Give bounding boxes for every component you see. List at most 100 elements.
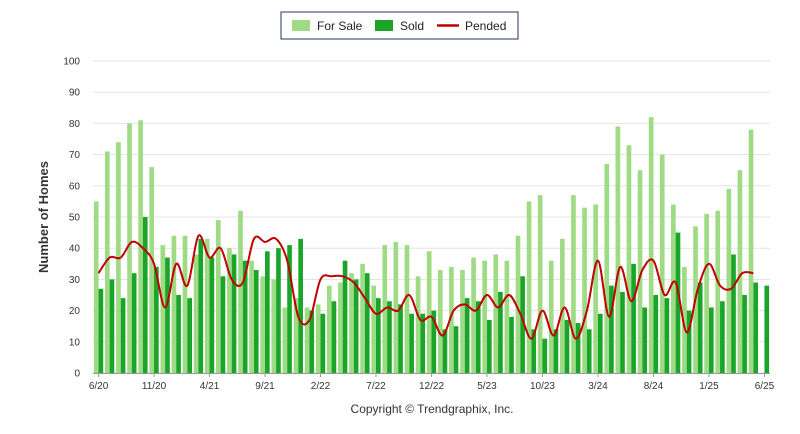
bar-for-sale bbox=[571, 195, 576, 373]
bar-sold bbox=[242, 260, 248, 373]
x-tick-label: 12/22 bbox=[419, 381, 444, 392]
bar-for-sale bbox=[393, 241, 399, 373]
legend-sold-swatch bbox=[375, 20, 393, 31]
y-axis-label: Number of Homes bbox=[36, 161, 51, 273]
bar-sold bbox=[742, 295, 747, 373]
bar-sold bbox=[764, 285, 770, 373]
bar-for-sale bbox=[93, 201, 99, 373]
bar-sold bbox=[353, 279, 359, 373]
bar-sold bbox=[609, 285, 614, 373]
bar-sold bbox=[331, 301, 337, 373]
bar-sold bbox=[320, 313, 326, 373]
x-tick-label: 1/25 bbox=[699, 381, 719, 392]
copyright-text: Copyright © Trendgraphix, Inc. bbox=[351, 402, 514, 416]
y-tick-label: 20 bbox=[69, 306, 81, 317]
x-tick-label: 9/21 bbox=[255, 381, 275, 392]
legend-for-sale-swatch bbox=[292, 20, 310, 31]
bar-sold bbox=[187, 298, 192, 373]
bar-sold bbox=[520, 276, 525, 373]
bar-sold bbox=[131, 273, 137, 373]
bar-for-sale bbox=[360, 263, 365, 373]
bar-sold bbox=[586, 329, 592, 373]
bar-sold bbox=[309, 310, 315, 373]
y-tick-label: 30 bbox=[69, 275, 81, 286]
bar-sold bbox=[753, 282, 759, 373]
bar-sold bbox=[664, 298, 670, 373]
bar-for-sale bbox=[626, 145, 632, 373]
bar-for-sale bbox=[737, 170, 743, 373]
bar-for-sale bbox=[437, 270, 443, 373]
bar-for-sale bbox=[238, 210, 243, 373]
x-tick-label: 6/20 bbox=[89, 381, 109, 392]
bar-sold bbox=[287, 245, 292, 373]
bar-sold bbox=[265, 251, 270, 373]
bar-sold bbox=[686, 310, 692, 373]
bar-sold bbox=[276, 248, 281, 373]
bar-sold bbox=[420, 313, 426, 373]
bar-sold bbox=[142, 217, 148, 373]
bar-for-sale bbox=[482, 260, 487, 373]
y-tick-label: 10 bbox=[69, 337, 81, 348]
bar-sold bbox=[564, 319, 570, 373]
bar-for-sale bbox=[560, 238, 565, 373]
y-tick-label: 50 bbox=[69, 213, 81, 224]
bar-sold bbox=[431, 310, 437, 373]
bar-for-sale bbox=[171, 235, 177, 373]
bar-sold bbox=[653, 295, 659, 373]
bar-sold bbox=[542, 338, 548, 373]
bar-for-sale bbox=[460, 270, 465, 373]
bar-sold bbox=[675, 232, 681, 373]
bar-for-sale bbox=[715, 210, 721, 373]
legend: For Sale Sold Pended bbox=[280, 11, 519, 40]
bar-sold bbox=[109, 279, 115, 373]
bar-sold bbox=[708, 307, 714, 373]
lines bbox=[97, 234, 754, 340]
bar-for-sale bbox=[582, 207, 587, 373]
bar-for-sale bbox=[682, 266, 687, 373]
bar-sold bbox=[697, 282, 703, 373]
legend-for-sale-label: For Sale bbox=[317, 19, 363, 33]
bar-sold bbox=[620, 291, 625, 373]
bar-sold bbox=[631, 263, 636, 373]
y-tick-label: 70 bbox=[69, 150, 81, 161]
x-tick-label: 5/23 bbox=[477, 381, 497, 392]
bar-for-sale bbox=[471, 257, 476, 373]
bar-sold bbox=[498, 291, 503, 373]
bar-for-sale bbox=[104, 151, 110, 373]
x-tick-label: 4/21 bbox=[200, 381, 220, 392]
bar-for-sale bbox=[548, 260, 554, 373]
bar-for-sale bbox=[338, 282, 343, 373]
bar-for-sale bbox=[349, 273, 354, 373]
y-tick-label: 0 bbox=[74, 369, 80, 380]
bar-for-sale bbox=[726, 188, 732, 373]
legend-pended-label: Pended bbox=[465, 19, 506, 33]
bar-for-sale bbox=[593, 204, 598, 373]
bar-sold bbox=[220, 276, 226, 373]
bar-for-sale bbox=[215, 220, 221, 373]
bar-sold bbox=[209, 257, 215, 373]
bar-for-sale bbox=[271, 279, 277, 373]
bar-sold bbox=[720, 301, 725, 373]
bar-sold bbox=[731, 254, 736, 373]
bar-for-sale bbox=[227, 248, 232, 373]
bar-for-sale bbox=[415, 276, 421, 373]
bar-sold bbox=[176, 295, 181, 373]
bar-for-sale bbox=[537, 195, 543, 373]
bar-for-sale bbox=[193, 254, 199, 373]
bar-sold bbox=[597, 313, 603, 373]
bar-sold bbox=[409, 313, 414, 373]
bar-for-sale bbox=[604, 163, 610, 373]
bar-sold bbox=[298, 238, 303, 373]
x-tick-label: 3/24 bbox=[588, 381, 608, 392]
y-tick-label: 40 bbox=[69, 244, 81, 255]
bar-for-sale bbox=[315, 304, 321, 373]
bar-sold bbox=[642, 307, 648, 373]
bar-for-sale bbox=[182, 235, 188, 373]
bar-for-sale bbox=[282, 307, 288, 373]
y-tick-label: 80 bbox=[69, 119, 81, 130]
bar-sold bbox=[253, 270, 259, 373]
bar-sold bbox=[198, 238, 204, 373]
axes: 0 10 20 30 40 50 60 70 80 90 100 6/20 11/20 4/21 9/21 2… bbox=[63, 57, 774, 393]
bar-for-sale bbox=[648, 117, 654, 373]
bar-for-sale bbox=[260, 276, 266, 373]
